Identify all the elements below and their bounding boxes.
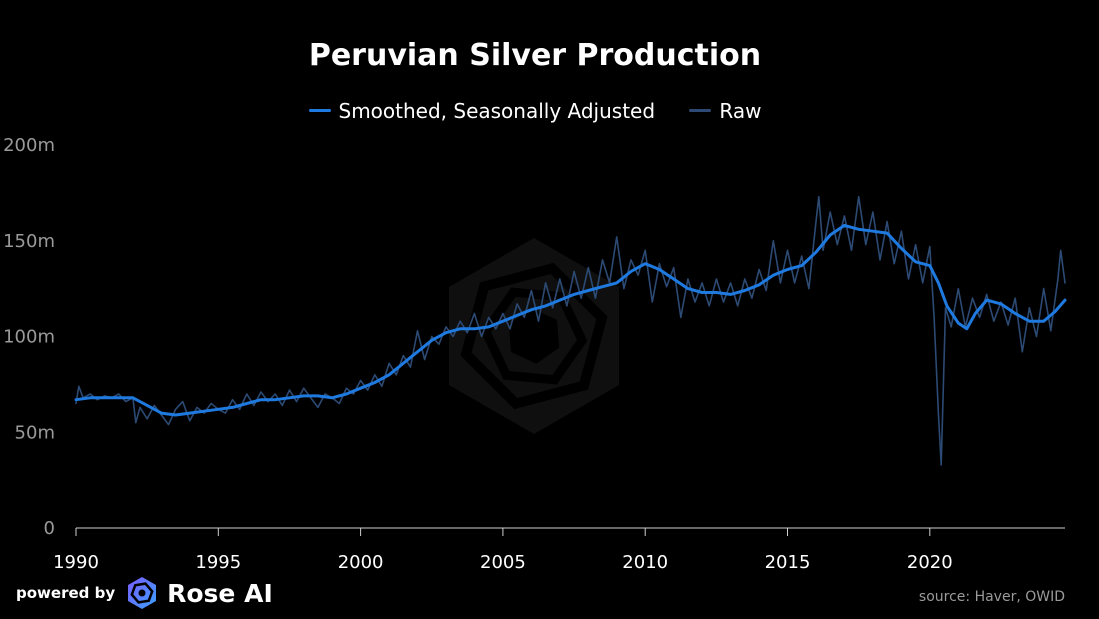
legend-swatch-raw xyxy=(689,109,712,112)
powered-by-label: powered by xyxy=(16,584,116,602)
x-tick-label: 1995 xyxy=(195,552,241,573)
y-tick-label: 100m xyxy=(3,327,55,348)
x-tick-label: 2010 xyxy=(622,552,668,573)
footer-brand: powered by Rose AI xyxy=(16,576,273,610)
x-tick-label: 2005 xyxy=(480,552,526,573)
series-line-smoothed xyxy=(74,223,1067,417)
x-tick-label: 2015 xyxy=(765,552,811,573)
y-tick-label: 0 xyxy=(44,518,55,539)
legend-item-smoothed[interactable]: Smoothed, Seasonally Adjusted xyxy=(308,98,656,123)
legend-item-raw[interactable]: Raw xyxy=(689,98,762,123)
y-tick-label: 200m xyxy=(3,135,55,156)
legend-label-smoothed: Smoothed, Seasonally Adjusted xyxy=(338,98,656,123)
chart-legend: Smoothed, Seasonally Adjusted Raw xyxy=(0,93,1070,123)
series-layer xyxy=(74,195,1067,466)
axes: 1990 1995 2000 2005 2010 2015 2020 0 50m 100m 150m… xyxy=(3,135,1065,573)
watermark-logo-icon xyxy=(449,238,619,434)
x-tick-label: 2020 xyxy=(907,552,953,573)
source-note: source: Haver, OWID xyxy=(918,589,1065,605)
chart-title: Peruvian Silver Production xyxy=(308,38,762,73)
series-line-raw xyxy=(75,195,1066,466)
x-tick-label: 2000 xyxy=(338,552,384,573)
rose-ai-logo-icon xyxy=(128,577,157,609)
legend-label-raw: Raw xyxy=(719,98,762,123)
y-tick-label: 150m xyxy=(3,231,55,252)
y-tick-label: 50m xyxy=(15,422,55,443)
brand-name: Rose AI xyxy=(167,578,273,608)
x-tick-label: 1990 xyxy=(53,552,99,573)
legend-swatch-smoothed xyxy=(308,109,331,112)
